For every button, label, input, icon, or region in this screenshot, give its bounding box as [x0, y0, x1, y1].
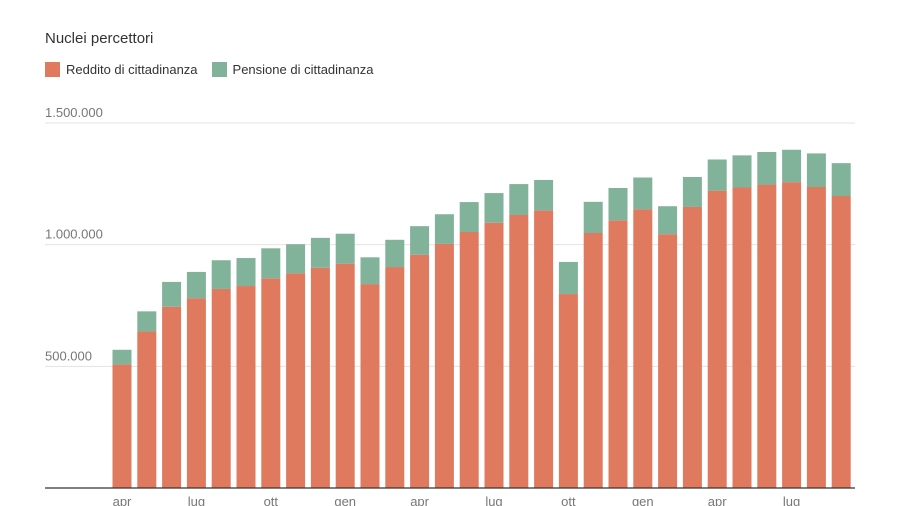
x-tick-label-5: lug	[485, 494, 502, 506]
bar-pensione-26	[757, 151, 777, 185]
bar-reddito-0	[112, 364, 132, 488]
bar-reddito-21	[633, 209, 653, 488]
bar-reddito-11	[385, 267, 405, 488]
legend: Reddito di cittadinanza Pensione di citt…	[45, 62, 377, 77]
y-tick-label-0: 500.000	[45, 348, 92, 363]
bar-reddito-26	[757, 184, 777, 488]
bar-pensione-2	[162, 281, 182, 307]
bar-pensione-1	[137, 311, 157, 332]
bar-pensione-25	[732, 155, 752, 188]
bar-reddito-14	[459, 232, 479, 488]
bar-reddito-4	[211, 288, 231, 488]
legend-item-pensione: Pensione di cittadinanza	[211, 62, 374, 77]
bar-pensione-19	[583, 201, 603, 233]
bar-reddito-3	[186, 298, 206, 488]
bar-reddito-1	[137, 331, 157, 488]
bar-reddito-10	[360, 284, 380, 488]
bar-pensione-29	[831, 163, 851, 196]
bar-reddito-16	[509, 214, 529, 489]
bar-reddito-13	[434, 243, 454, 488]
bar-reddito-8	[310, 267, 330, 488]
y-tick-label-1: 1.000.000	[45, 227, 103, 242]
bar-pensione-14	[459, 202, 479, 233]
bar-reddito-5	[236, 286, 256, 488]
bar-reddito-2	[162, 306, 182, 488]
bar-reddito-7	[286, 273, 306, 488]
bar-reddito-18	[558, 294, 578, 488]
bar-reddito-22	[658, 234, 678, 488]
x-tick-label-4: apr	[410, 494, 429, 506]
bar-reddito-15	[484, 222, 504, 488]
x-tick-label-8: apr	[708, 494, 727, 506]
x-tick-label-6: ott	[561, 494, 576, 506]
x-tick-label-3: gen	[334, 494, 356, 506]
x-tick-label-9: lug	[783, 494, 800, 506]
bar-pensione-27	[782, 149, 802, 183]
x-tick-label-2: ott	[264, 494, 279, 506]
bar-pensione-15	[484, 193, 504, 223]
bar-reddito-28	[806, 187, 826, 488]
bar-pensione-4	[211, 260, 231, 289]
bar-reddito-17	[534, 210, 554, 489]
y-tick-label-2: 1.500.000	[45, 105, 103, 120]
bar-pensione-21	[633, 177, 653, 210]
bar-reddito-6	[261, 278, 281, 488]
bar-pensione-23	[682, 177, 702, 207]
bar-pensione-24	[707, 159, 727, 191]
bar-pensione-5	[236, 258, 256, 287]
bar-pensione-18	[558, 261, 578, 295]
x-tick-label-7: gen	[632, 494, 654, 506]
x-tick-label-0: apr	[113, 494, 132, 506]
bar-pensione-13	[434, 214, 454, 244]
bar-reddito-24	[707, 190, 727, 488]
bar-reddito-20	[608, 220, 628, 488]
bar-pensione-8	[310, 237, 330, 268]
bar-reddito-29	[831, 196, 851, 488]
bar-pensione-7	[286, 244, 306, 274]
legend-label-reddito: Reddito di cittadinanza	[66, 62, 198, 77]
legend-item-reddito: Reddito di cittadinanza	[45, 62, 198, 77]
bar-reddito-12	[410, 254, 430, 488]
bar-pensione-10	[360, 257, 380, 285]
chart-title: Nuclei percettori	[45, 30, 154, 47]
bar-pensione-22	[658, 206, 678, 235]
legend-label-pensione: Pensione di cittadinanza	[232, 62, 374, 77]
bar-pensione-9	[335, 233, 355, 264]
bar-pensione-17	[534, 179, 554, 211]
legend-swatch-reddito	[45, 62, 60, 77]
bar-pensione-28	[806, 153, 826, 187]
bar-pensione-0	[112, 349, 132, 365]
bar-reddito-23	[682, 206, 702, 488]
bar-reddito-25	[732, 187, 752, 489]
legend-swatch-pensione	[211, 62, 227, 77]
bar-pensione-6	[261, 248, 281, 279]
bar-pensione-20	[608, 187, 628, 221]
bar-pensione-3	[186, 271, 206, 299]
x-tick-label-1: lug	[188, 494, 205, 506]
bar-reddito-27	[782, 182, 802, 488]
bar-reddito-19	[583, 232, 603, 488]
bar-pensione-16	[509, 184, 529, 215]
bar-reddito-9	[335, 263, 355, 488]
bar-pensione-12	[410, 226, 430, 255]
bar-pensione-11	[385, 239, 405, 268]
